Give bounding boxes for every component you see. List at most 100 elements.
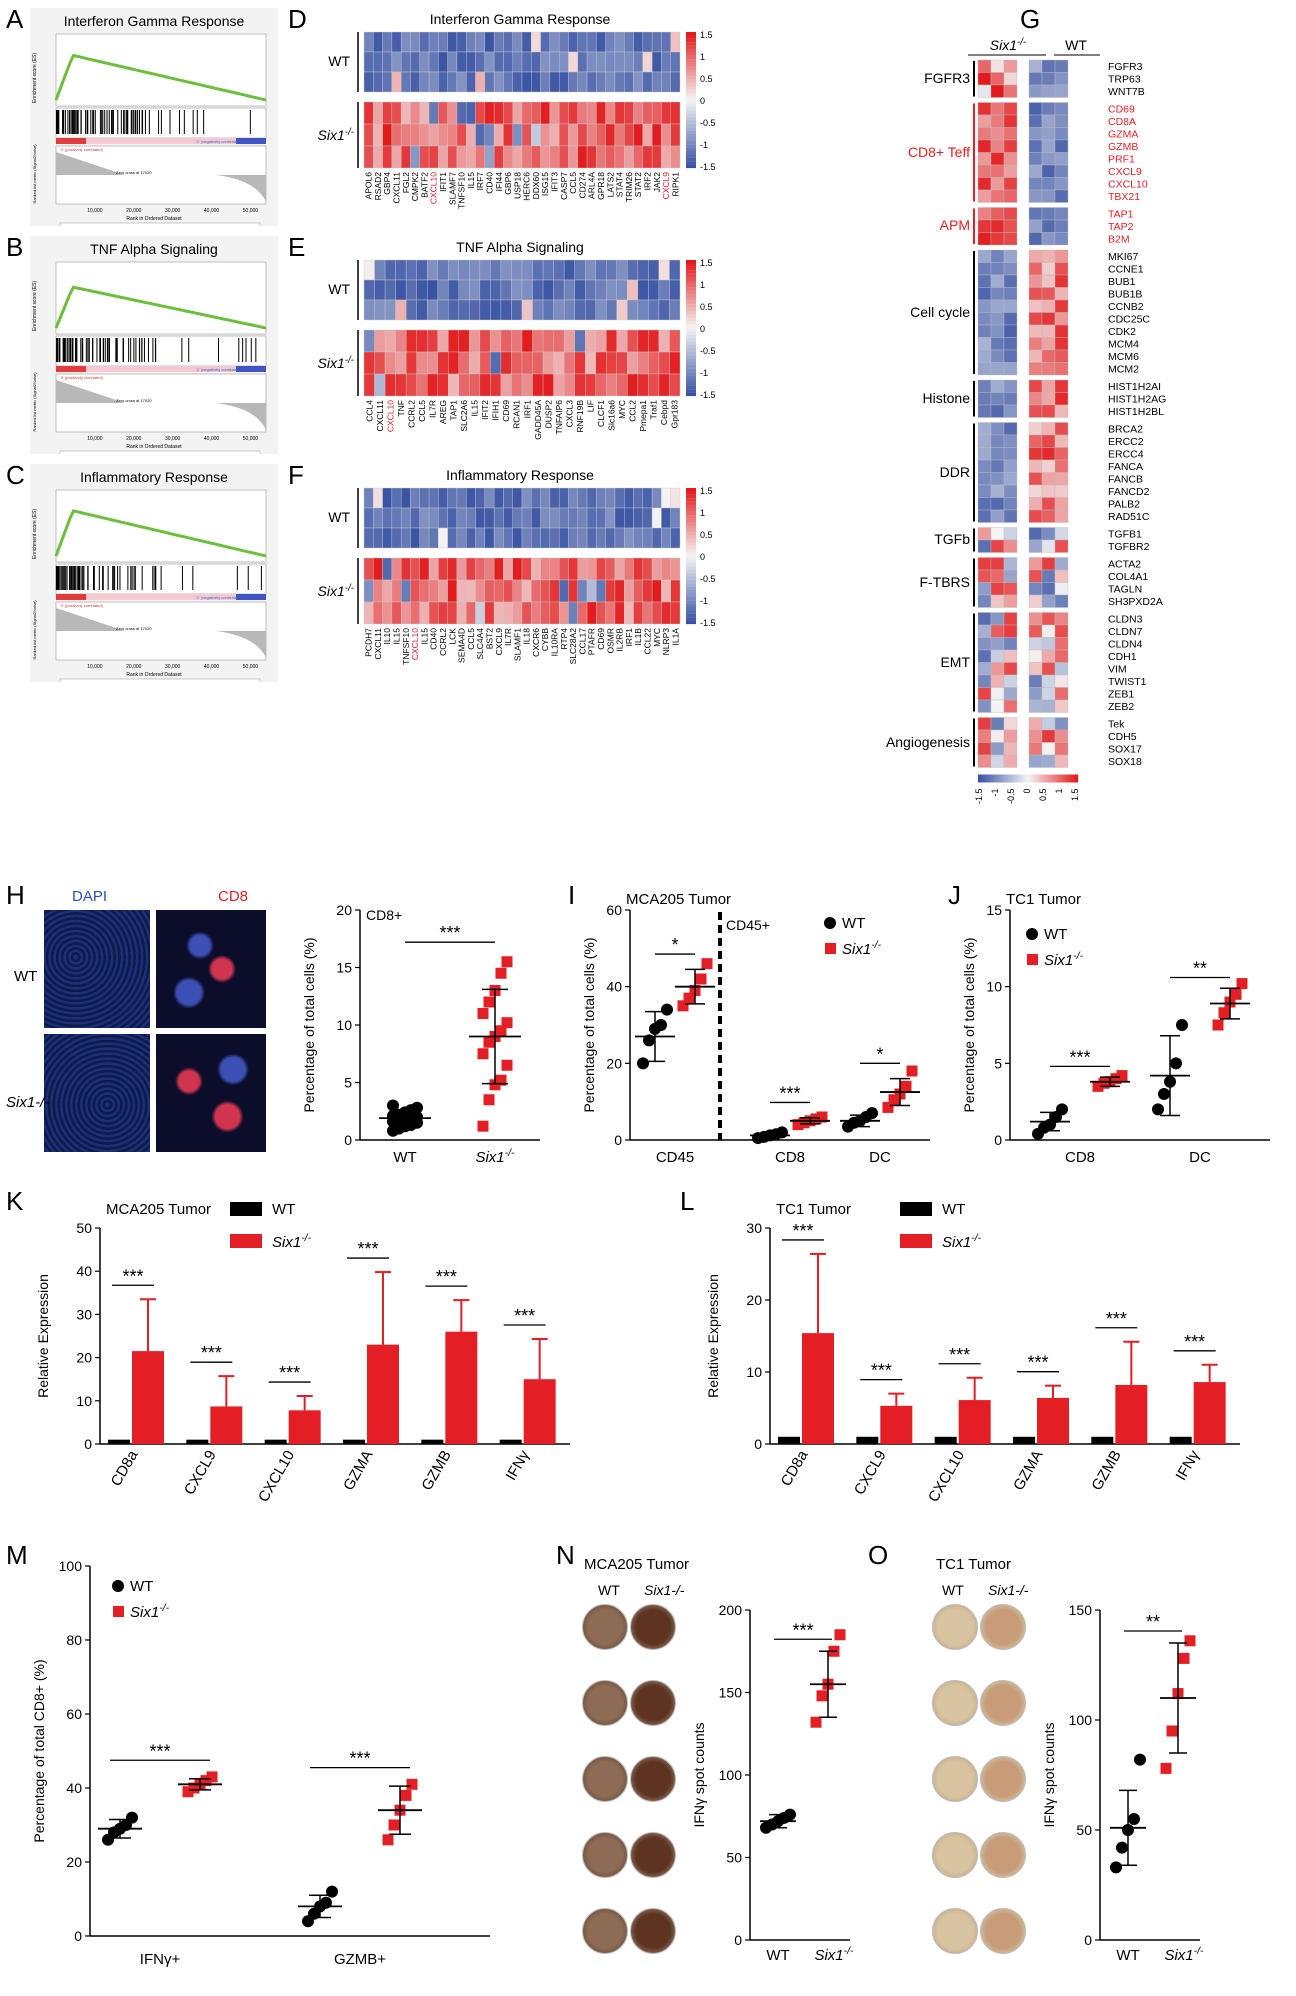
heatmap-cell bbox=[521, 579, 532, 603]
colorbar-segment bbox=[686, 338, 696, 342]
heatmap-cell bbox=[658, 373, 670, 397]
sig-label: ** bbox=[1193, 958, 1207, 978]
g-heatmap-cell bbox=[1003, 349, 1018, 363]
h-ko-point bbox=[501, 956, 513, 968]
g-heatmap-cell bbox=[1003, 274, 1018, 288]
pos-label: '0' (positively correlated) bbox=[60, 603, 104, 608]
g-heatmap-cell bbox=[1028, 509, 1043, 523]
heatmap-cell bbox=[633, 527, 644, 549]
sig-label: *** bbox=[949, 1345, 970, 1365]
heatmap-cell bbox=[586, 145, 597, 169]
heatmap-cell bbox=[466, 487, 476, 509]
heatmap-cell bbox=[661, 51, 671, 73]
heatmap-cell bbox=[521, 507, 532, 529]
heatmap-cell bbox=[416, 259, 428, 281]
m-ko-point bbox=[182, 1786, 194, 1798]
g-heatmap-cell bbox=[1054, 379, 1069, 393]
g-heatmap-cell bbox=[977, 434, 992, 448]
heatmap-cell bbox=[428, 145, 439, 169]
gene-label: MYC bbox=[617, 400, 627, 419]
h-ko-point bbox=[477, 1048, 489, 1060]
g-heatmap-cell bbox=[990, 299, 1005, 313]
gene-label: Traf1 bbox=[649, 400, 659, 420]
j-wt-point bbox=[1176, 1019, 1188, 1031]
gene-label: CD40 bbox=[429, 628, 439, 650]
heatmap-cell bbox=[419, 527, 430, 549]
gene-label: GBP4 bbox=[382, 172, 392, 195]
heatmap-cell bbox=[521, 299, 533, 321]
g-heatmap-cell bbox=[1054, 139, 1069, 153]
gene-label: MYC bbox=[652, 628, 662, 647]
heatmap-cell bbox=[586, 601, 597, 625]
sig-label: *** bbox=[439, 923, 460, 943]
heatmap-cell bbox=[549, 527, 560, 549]
g-heatmap-cell bbox=[1028, 662, 1043, 676]
heatmap-cell bbox=[391, 145, 402, 169]
rank-ylabel: Ranked list metric (Signal2Noise) bbox=[32, 600, 37, 660]
gene-label: IL15 bbox=[419, 628, 429, 645]
heatmap-cell bbox=[577, 51, 588, 73]
y-tick-label: 100 bbox=[1069, 1712, 1093, 1728]
colorbar-segment bbox=[686, 307, 696, 312]
heatmap-cell bbox=[466, 579, 476, 603]
heatmap-cell bbox=[410, 123, 420, 147]
gene-label: CD69 bbox=[596, 628, 606, 650]
legend-ko: Six1-/- bbox=[842, 939, 882, 958]
g-gene-label: TWIST1 bbox=[1108, 676, 1147, 688]
gene-label: IL15 bbox=[466, 172, 476, 189]
heatmap-cell bbox=[410, 31, 420, 53]
heatmap-cell bbox=[577, 601, 588, 625]
g-gene-label: TAP2 bbox=[1108, 221, 1134, 233]
heatmap-cell bbox=[605, 507, 616, 529]
heatmap-cell bbox=[447, 487, 458, 509]
g-heatmap-cell bbox=[1041, 287, 1056, 301]
heatmap-cell bbox=[456, 487, 467, 509]
pos-label: '0' (positively correlated) bbox=[60, 147, 104, 152]
heatmap-cell bbox=[373, 507, 383, 529]
heatmap-cell bbox=[438, 579, 448, 603]
g-heatmap-cell bbox=[1003, 569, 1018, 583]
heatmap-cell bbox=[363, 279, 375, 301]
heatmap-cell bbox=[605, 579, 616, 603]
heatmap-cell bbox=[438, 51, 448, 73]
heatmap-cell bbox=[416, 299, 428, 321]
colorbar-segment bbox=[686, 304, 696, 308]
i-ko-point bbox=[882, 1101, 894, 1113]
g-heatmap-cell bbox=[1054, 392, 1069, 406]
l-bar-wt bbox=[1091, 1436, 1114, 1444]
gene-label: IFIT2 bbox=[480, 400, 490, 420]
g-heatmap-cell bbox=[1003, 362, 1018, 376]
g-heatmap-cell bbox=[1041, 459, 1056, 473]
colorbar-segment bbox=[686, 263, 696, 267]
y-tick-label: 20 bbox=[76, 1350, 92, 1366]
g-colorbar-tick: 1.5 bbox=[1070, 789, 1080, 802]
g-heatmap-cell bbox=[1054, 59, 1069, 73]
g-group-label: DDR bbox=[939, 463, 970, 480]
heatmap-cell bbox=[384, 279, 396, 301]
colorbar-segment bbox=[686, 117, 696, 121]
g-heatmap-cell bbox=[1028, 612, 1043, 626]
heatmap-cell bbox=[458, 329, 470, 353]
y-tick-label: 100 bbox=[719, 1767, 743, 1783]
heatmap-cell bbox=[419, 71, 430, 93]
k-legend-wt-swatch bbox=[230, 1202, 262, 1216]
g-group-label: Histone bbox=[922, 389, 970, 406]
heatmap-cell bbox=[627, 299, 639, 321]
gene-label: CXCL11 bbox=[392, 172, 402, 204]
gene-label: CCL4 bbox=[364, 400, 374, 422]
g-heatmap-cell bbox=[1041, 649, 1056, 663]
heatmap-cell bbox=[532, 279, 544, 301]
g-heatmap-cell bbox=[977, 362, 992, 376]
heatmap-cell bbox=[400, 51, 411, 73]
heatmap-cell bbox=[648, 329, 660, 353]
heatmap-cell bbox=[490, 299, 502, 321]
panel-letter-d: D bbox=[288, 4, 307, 34]
heatmap-cell bbox=[456, 527, 467, 549]
gene-label: OSMR bbox=[605, 628, 615, 654]
g-heatmap-cell bbox=[977, 742, 992, 756]
g-heatmap-cell bbox=[1054, 207, 1069, 221]
heatmap-cell bbox=[521, 279, 533, 301]
y-tick-label: 150 bbox=[1069, 1602, 1093, 1618]
